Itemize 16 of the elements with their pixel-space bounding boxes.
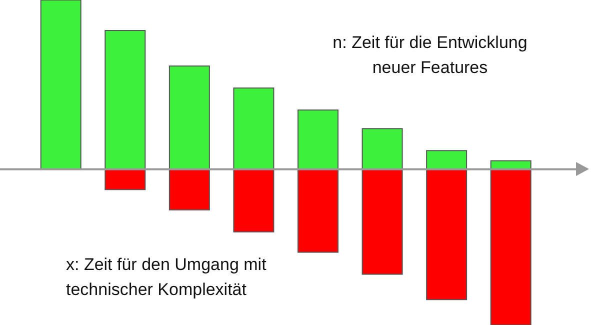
bar: [233, 88, 274, 170]
bar: [426, 168, 468, 300]
bar: [362, 128, 403, 170]
bar: [168, 66, 210, 170]
bar: [104, 168, 146, 190]
bar: [168, 168, 210, 210]
bar: [104, 30, 146, 170]
bar: [233, 168, 274, 232]
annotation: n: Zeit für die Entwicklung neuer Features: [332, 32, 528, 79]
bar: [298, 110, 338, 170]
bar: [490, 168, 532, 325]
bar: [40, 0, 82, 170]
annotation: x: Zeit für den Umgang mit technischer Komplexität: [66, 254, 268, 301]
bar: [362, 168, 403, 275]
bar: [298, 168, 338, 253]
bar: [426, 150, 468, 170]
